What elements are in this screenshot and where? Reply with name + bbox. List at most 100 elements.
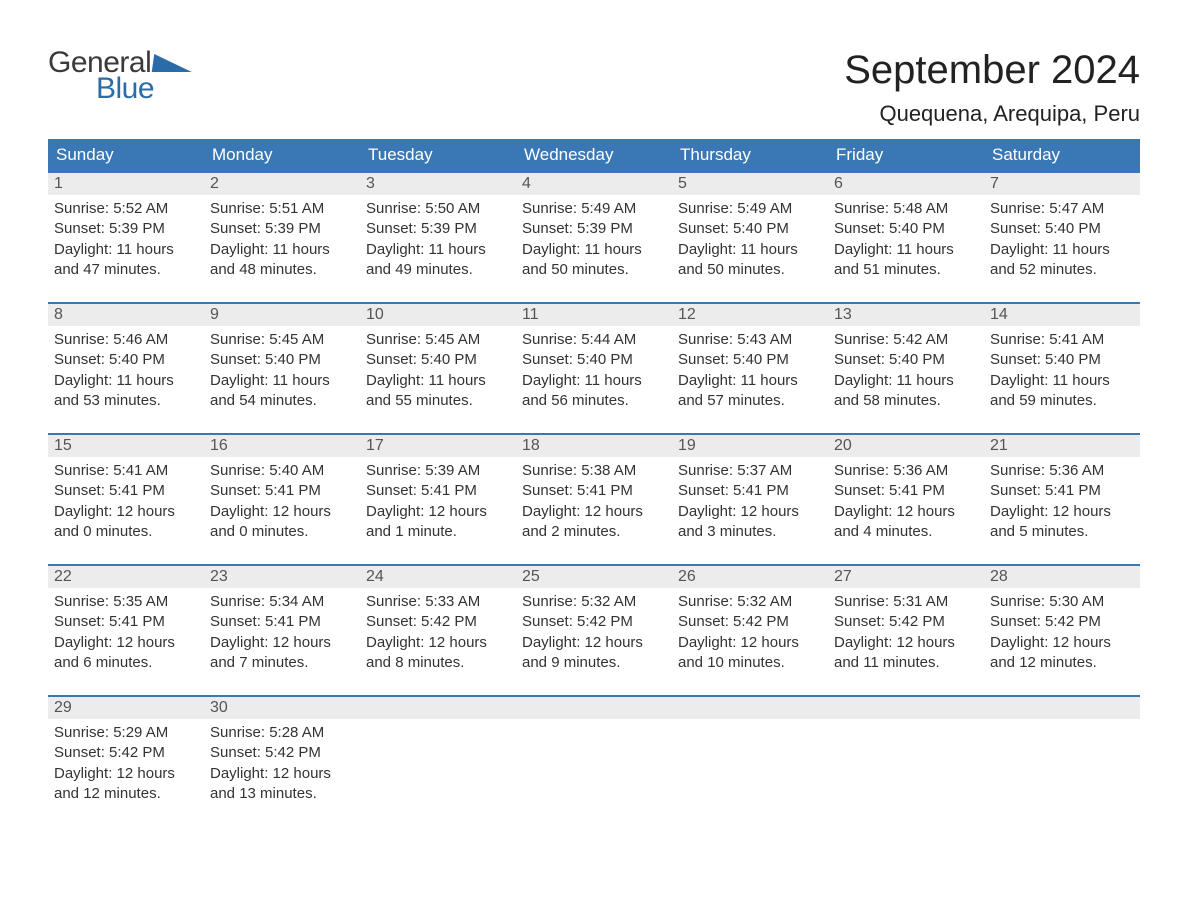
day-daylight2: and 2 minutes. — [522, 522, 666, 542]
day-sunrise: Sunrise: 5:38 AM — [522, 461, 666, 481]
day-daylight1: Daylight: 11 hours — [366, 371, 510, 391]
page-header: General Blue September 2024 Quequena, Ar… — [48, 48, 1140, 127]
day-daylight1: Daylight: 11 hours — [54, 240, 198, 260]
weekday-header: Sunday — [48, 139, 204, 172]
logo-flag-icon — [152, 54, 195, 72]
day-daylight2: and 0 minutes. — [210, 522, 354, 542]
day-sunset: Sunset: 5:39 PM — [54, 219, 198, 239]
day-sunset: Sunset: 5:39 PM — [210, 219, 354, 239]
day-daylight1: Daylight: 11 hours — [210, 371, 354, 391]
day-daylight2: and 5 minutes. — [990, 522, 1134, 542]
day-sunrise: Sunrise: 5:48 AM — [834, 199, 978, 219]
day-detail-cell: Sunrise: 5:32 AMSunset: 5:42 PMDaylight:… — [672, 588, 828, 696]
weekday-header: Friday — [828, 139, 984, 172]
week-detail-row: Sunrise: 5:35 AMSunset: 5:41 PMDaylight:… — [48, 588, 1140, 696]
day-sunrise: Sunrise: 5:39 AM — [366, 461, 510, 481]
week-detail-row: Sunrise: 5:52 AMSunset: 5:39 PMDaylight:… — [48, 195, 1140, 303]
day-number-cell: 8 — [48, 303, 204, 326]
day-sunrise: Sunrise: 5:31 AM — [834, 592, 978, 612]
day-daylight1: Daylight: 12 hours — [990, 633, 1134, 653]
day-detail-cell: Sunrise: 5:44 AMSunset: 5:40 PMDaylight:… — [516, 326, 672, 434]
day-sunset: Sunset: 5:42 PM — [366, 612, 510, 632]
month-title: September 2024 — [844, 48, 1140, 93]
day-daylight1: Daylight: 12 hours — [54, 764, 198, 784]
day-number-cell: 21 — [984, 434, 1140, 457]
day-daylight2: and 1 minute. — [366, 522, 510, 542]
day-number-cell — [360, 696, 516, 719]
day-sunrise: Sunrise: 5:28 AM — [210, 723, 354, 743]
day-daylight2: and 54 minutes. — [210, 391, 354, 411]
day-sunrise: Sunrise: 5:49 AM — [522, 199, 666, 219]
day-sunrise: Sunrise: 5:45 AM — [366, 330, 510, 350]
day-number-cell: 11 — [516, 303, 672, 326]
day-detail-cell: Sunrise: 5:28 AMSunset: 5:42 PMDaylight:… — [204, 719, 360, 827]
day-sunset: Sunset: 5:41 PM — [522, 481, 666, 501]
title-block: September 2024 Quequena, Arequipa, Peru — [844, 48, 1140, 127]
day-daylight2: and 0 minutes. — [54, 522, 198, 542]
weekday-header: Tuesday — [360, 139, 516, 172]
day-sunset: Sunset: 5:40 PM — [522, 350, 666, 370]
day-number-cell: 16 — [204, 434, 360, 457]
day-number-cell: 20 — [828, 434, 984, 457]
day-daylight1: Daylight: 11 hours — [54, 371, 198, 391]
day-sunrise: Sunrise: 5:45 AM — [210, 330, 354, 350]
weekday-header: Saturday — [984, 139, 1140, 172]
day-number-cell: 23 — [204, 565, 360, 588]
day-daylight1: Daylight: 12 hours — [522, 502, 666, 522]
day-number-cell: 5 — [672, 172, 828, 195]
day-daylight2: and 52 minutes. — [990, 260, 1134, 280]
day-sunset: Sunset: 5:42 PM — [522, 612, 666, 632]
day-daylight1: Daylight: 12 hours — [366, 502, 510, 522]
day-sunset: Sunset: 5:40 PM — [834, 219, 978, 239]
day-number-cell: 10 — [360, 303, 516, 326]
day-sunrise: Sunrise: 5:41 AM — [990, 330, 1134, 350]
day-number-cell: 6 — [828, 172, 984, 195]
day-sunrise: Sunrise: 5:49 AM — [678, 199, 822, 219]
day-sunset: Sunset: 5:40 PM — [678, 350, 822, 370]
day-detail-cell: Sunrise: 5:46 AMSunset: 5:40 PMDaylight:… — [48, 326, 204, 434]
day-daylight1: Daylight: 11 hours — [366, 240, 510, 260]
day-sunrise: Sunrise: 5:37 AM — [678, 461, 822, 481]
day-daylight2: and 8 minutes. — [366, 653, 510, 673]
day-number-cell: 17 — [360, 434, 516, 457]
calendar-page: General Blue September 2024 Quequena, Ar… — [0, 0, 1188, 827]
day-sunrise: Sunrise: 5:47 AM — [990, 199, 1134, 219]
day-number-cell: 18 — [516, 434, 672, 457]
day-sunrise: Sunrise: 5:50 AM — [366, 199, 510, 219]
day-daylight1: Daylight: 12 hours — [834, 502, 978, 522]
day-daylight2: and 10 minutes. — [678, 653, 822, 673]
day-sunset: Sunset: 5:42 PM — [678, 612, 822, 632]
day-daylight1: Daylight: 11 hours — [834, 240, 978, 260]
day-daylight2: and 12 minutes. — [990, 653, 1134, 673]
day-daylight2: and 7 minutes. — [210, 653, 354, 673]
day-daylight1: Daylight: 12 hours — [834, 633, 978, 653]
day-sunset: Sunset: 5:40 PM — [834, 350, 978, 370]
day-daylight1: Daylight: 11 hours — [990, 240, 1134, 260]
day-number-cell: 1 — [48, 172, 204, 195]
day-detail-cell: Sunrise: 5:36 AMSunset: 5:41 PMDaylight:… — [984, 457, 1140, 565]
day-daylight1: Daylight: 12 hours — [54, 633, 198, 653]
day-number-cell: 28 — [984, 565, 1140, 588]
week-daynum-row: 15161718192021 — [48, 434, 1140, 457]
day-daylight2: and 9 minutes. — [522, 653, 666, 673]
day-daylight1: Daylight: 12 hours — [366, 633, 510, 653]
day-daylight1: Daylight: 12 hours — [678, 633, 822, 653]
day-sunrise: Sunrise: 5:43 AM — [678, 330, 822, 350]
day-sunrise: Sunrise: 5:30 AM — [990, 592, 1134, 612]
day-detail-cell — [984, 719, 1140, 827]
day-number-cell — [828, 696, 984, 719]
day-detail-cell: Sunrise: 5:31 AMSunset: 5:42 PMDaylight:… — [828, 588, 984, 696]
day-detail-cell: Sunrise: 5:42 AMSunset: 5:40 PMDaylight:… — [828, 326, 984, 434]
calendar-body: 1234567Sunrise: 5:52 AMSunset: 5:39 PMDa… — [48, 172, 1140, 827]
day-detail-cell: Sunrise: 5:33 AMSunset: 5:42 PMDaylight:… — [360, 588, 516, 696]
day-sunset: Sunset: 5:39 PM — [522, 219, 666, 239]
day-number-cell: 2 — [204, 172, 360, 195]
day-sunset: Sunset: 5:41 PM — [210, 612, 354, 632]
day-detail-cell: Sunrise: 5:36 AMSunset: 5:41 PMDaylight:… — [828, 457, 984, 565]
day-daylight1: Daylight: 12 hours — [210, 502, 354, 522]
day-number-cell: 30 — [204, 696, 360, 719]
day-daylight1: Daylight: 11 hours — [678, 240, 822, 260]
day-sunrise: Sunrise: 5:35 AM — [54, 592, 198, 612]
day-daylight1: Daylight: 12 hours — [210, 633, 354, 653]
day-daylight2: and 50 minutes. — [522, 260, 666, 280]
